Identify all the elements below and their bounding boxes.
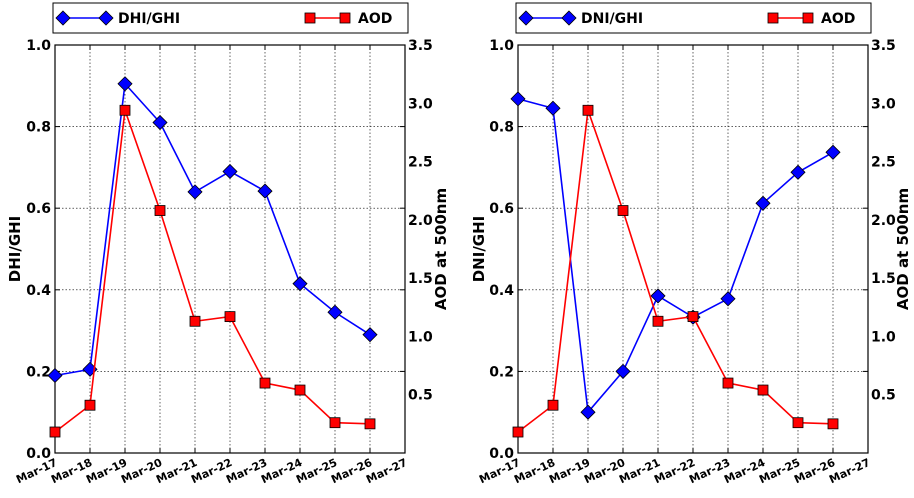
legend-marker xyxy=(767,12,779,24)
y2-axis-label: AOD at 500nm xyxy=(432,188,450,310)
y2-tick-label: 3.5 xyxy=(408,38,433,54)
chart-panel-2: 0.0 0.2 0.4 0.6 0.8 1.0 0.5 1.0 1.5 2.0 2.5 3.0 3.5 M… xyxy=(470,2,912,486)
data-point xyxy=(224,311,236,323)
y-tick-label: 0.2 xyxy=(26,364,51,380)
series-line xyxy=(54,110,371,433)
legend-marker xyxy=(55,10,71,26)
legend-label: AOD xyxy=(358,11,392,27)
series-line xyxy=(517,110,834,433)
y-axis-label: DHI/GHI xyxy=(6,216,24,283)
y2-tick-label: 3.5 xyxy=(871,38,896,54)
data-point xyxy=(154,205,166,216)
y2-tick-label: 2.5 xyxy=(408,155,433,171)
x-tick-label: Mar-27 xyxy=(827,456,872,486)
y-tick-label: 0.0 xyxy=(26,446,51,462)
data-point xyxy=(650,288,666,304)
legend: DHI/GHI AOD xyxy=(52,2,409,34)
y2-tick-label: 3.0 xyxy=(871,96,896,112)
y-tick-label: 0.4 xyxy=(26,283,51,299)
data-point xyxy=(362,327,378,343)
x-tick-label: Mar-27 xyxy=(364,456,409,486)
legend-marker xyxy=(339,12,351,24)
data-point xyxy=(545,100,561,116)
y2-tick-label: 0.5 xyxy=(408,388,433,404)
y-tick-label: 1.0 xyxy=(26,38,51,54)
data-point xyxy=(327,304,343,320)
y-tick-label: 0.8 xyxy=(26,120,51,136)
legend-label: DNI/GHI xyxy=(581,11,643,27)
data-point xyxy=(187,184,203,200)
data-point xyxy=(259,377,271,389)
data-point xyxy=(582,104,594,116)
data-point xyxy=(687,311,699,323)
data-point xyxy=(117,76,133,92)
legend-marker xyxy=(802,12,814,24)
data-point xyxy=(825,144,841,160)
y2-tick-label: 1.0 xyxy=(871,329,896,345)
data-point xyxy=(222,163,238,180)
y-tick-label: 0.6 xyxy=(26,201,51,217)
y-tick-label: 0.2 xyxy=(489,364,514,380)
data-point xyxy=(512,426,524,438)
data-point xyxy=(152,114,168,131)
y-tick-label: 0.8 xyxy=(489,120,514,136)
data-point xyxy=(617,205,629,216)
data-point xyxy=(119,104,131,116)
y-axis-label: DNI/GHI xyxy=(470,216,488,283)
legend: DNI/GHI AOD xyxy=(515,2,872,34)
y-tick-label: 0.4 xyxy=(489,283,514,299)
data-point xyxy=(652,315,664,327)
series-aod xyxy=(49,104,376,438)
grid xyxy=(518,45,868,453)
series-line xyxy=(54,81,371,377)
y-tick-label: 0.0 xyxy=(489,446,514,462)
data-point xyxy=(757,384,769,396)
data-point xyxy=(722,377,734,389)
y2-tick-label: 1.5 xyxy=(871,271,896,287)
y2-tick-label: 2.5 xyxy=(871,155,896,171)
data-point xyxy=(189,315,201,327)
legend-label: DHI/GHI xyxy=(118,11,180,27)
legend-marker xyxy=(304,12,316,24)
y-tick-label: 1.0 xyxy=(489,38,514,54)
data-point xyxy=(615,363,631,379)
data-point xyxy=(790,164,806,180)
y-tick-label: 0.6 xyxy=(489,201,514,217)
y2-tick-label: 3.0 xyxy=(408,96,433,112)
legend-marker xyxy=(561,10,577,26)
data-point xyxy=(827,418,839,430)
data-point xyxy=(84,399,96,411)
y2-tick-label: 2.0 xyxy=(871,213,896,229)
series-line xyxy=(517,98,834,415)
y2-tick-label: 1.5 xyxy=(408,271,433,287)
series-aod xyxy=(512,104,839,438)
series-dhi-ghi xyxy=(47,76,378,384)
y2-tick-label: 2.0 xyxy=(408,213,433,229)
data-point xyxy=(755,195,771,211)
y2-tick-label: 1.0 xyxy=(408,329,433,345)
data-point xyxy=(49,426,61,438)
data-point xyxy=(580,404,596,420)
legend-label: AOD xyxy=(821,11,855,27)
data-point xyxy=(329,417,341,429)
data-point xyxy=(510,91,526,107)
data-point xyxy=(364,418,376,430)
legend-marker xyxy=(98,10,114,26)
data-point xyxy=(720,291,736,307)
chart-panel-1: 0.0 0.2 0.4 0.6 0.8 1.0 0.5 1.0 1.5 2.0 2.5 3.0 3.5 M… xyxy=(6,2,450,486)
y2-axis-label: AOD at 500nm xyxy=(894,188,912,310)
data-point xyxy=(294,384,306,396)
data-point xyxy=(47,367,63,384)
data-point xyxy=(292,276,308,292)
series-dni-ghi xyxy=(510,91,841,420)
data-point xyxy=(792,417,804,429)
grid xyxy=(55,45,405,453)
data-point xyxy=(547,399,559,411)
y2-tick-label: 0.5 xyxy=(871,388,896,404)
data-point xyxy=(257,183,273,199)
legend-marker xyxy=(518,10,534,26)
